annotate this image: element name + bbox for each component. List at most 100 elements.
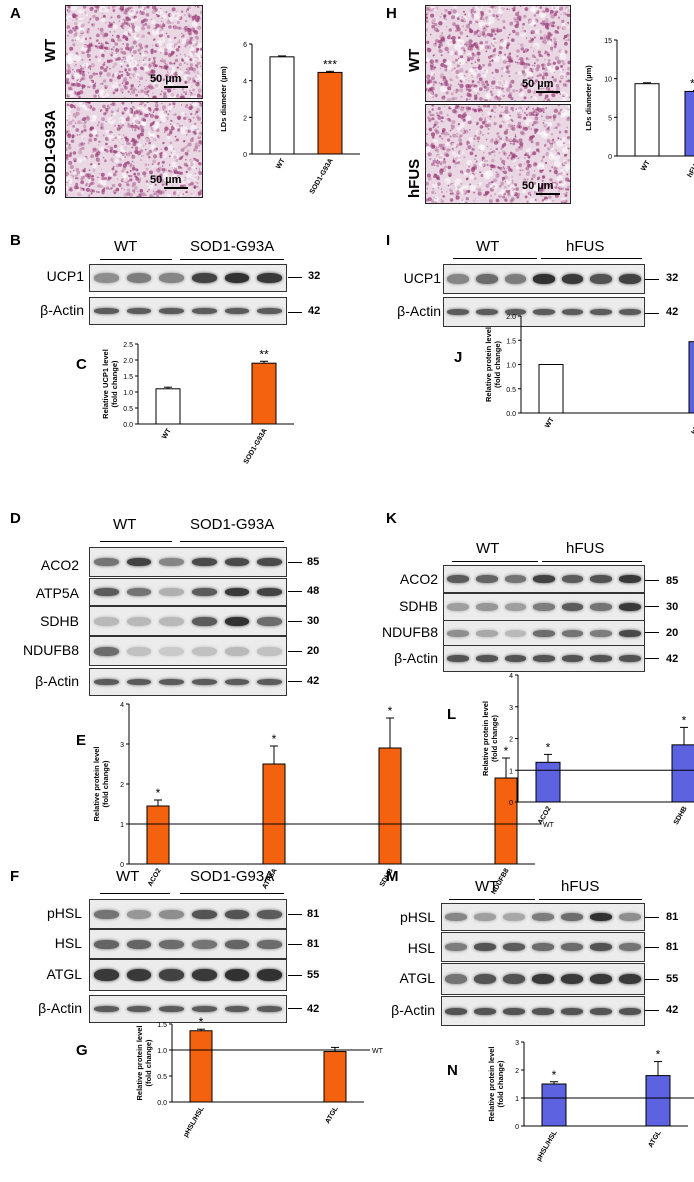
- panel-letter-m: M: [386, 868, 399, 885]
- histology-image-wt-left: 50 µm: [65, 5, 203, 99]
- y-tick-label: 1.0: [157, 1048, 167, 1055]
- y-tick-label: 15: [604, 38, 612, 45]
- kda-55: 55: [307, 969, 320, 981]
- histology-image-mut-left: 50 µm: [65, 101, 203, 198]
- category-label: pHSL/HSL: [183, 1105, 207, 1139]
- y-tick-label: 10: [604, 77, 612, 84]
- y-tick-label: 3: [515, 1040, 519, 1047]
- y-tick-label: 1.5: [506, 338, 516, 345]
- kda-48: 48: [307, 585, 320, 597]
- bar: [671, 744, 694, 803]
- kda-30: 30: [666, 601, 679, 613]
- protein-label-ndufb8: NDUFB8: [22, 642, 79, 658]
- y-tick-label: 2: [515, 1068, 519, 1075]
- bar: [269, 56, 295, 155]
- western-blot-beta-actin: [89, 995, 287, 1023]
- bar: [541, 1083, 567, 1127]
- panel-letter-n: N: [447, 1062, 458, 1079]
- group-label-wt: WT: [476, 540, 500, 557]
- protein-label-sdhb: SDHB: [40, 613, 79, 629]
- protein-label-atgl: ATGL: [399, 970, 435, 986]
- y-tick-label: 2: [243, 115, 247, 122]
- histology-image-wt-right: 50 µm: [425, 5, 571, 102]
- panel-letter-i: I: [386, 232, 391, 249]
- bar: [378, 747, 402, 865]
- kda-81: 81: [307, 908, 320, 920]
- bar: [688, 341, 694, 414]
- category-label: ACO2: [537, 805, 553, 825]
- panel-letter-a: A: [10, 5, 21, 22]
- bar: [317, 71, 343, 155]
- western-blot-hsl: [441, 932, 645, 962]
- bar: [684, 90, 694, 157]
- scale-bar: 50 µm: [522, 180, 560, 195]
- significance-marker: *: [546, 740, 551, 754]
- group-label-sod1: SOD1-G93A: [190, 516, 275, 533]
- bar: [155, 388, 181, 425]
- panel-letter-h: H: [386, 5, 397, 22]
- group-label-hfus: hFUS: [561, 878, 600, 895]
- protein-label-beta-actin: β-Actin: [391, 1002, 435, 1018]
- western-blot-beta-actin: [441, 996, 645, 1026]
- western-blot-ucp1: [443, 264, 645, 294]
- group-label-hfus: hFUS: [566, 540, 605, 557]
- bar: [323, 1051, 347, 1103]
- y-axis-label: Relative protein level(fold change): [487, 1046, 505, 1121]
- y-tick-label: 0: [509, 800, 513, 807]
- category-label: SOD1-G93A: [309, 158, 335, 196]
- bar: [494, 777, 518, 865]
- scale-bar-label: 50 µm: [150, 174, 182, 186]
- kda-42: 42: [666, 306, 679, 318]
- kda-42: 42: [307, 1003, 320, 1015]
- panel-letter-c: C: [76, 356, 87, 373]
- category-label: SOD1-G93A: [243, 428, 269, 466]
- y-axis-label: Relative protein level(fold change): [484, 327, 502, 402]
- western-blot-sdhb: [443, 593, 645, 621]
- western-blot-aco2: [89, 547, 287, 577]
- y-tick-label: 6: [243, 42, 247, 49]
- significance-marker: *: [388, 704, 393, 718]
- significance-marker: *: [504, 744, 509, 758]
- protein-label-beta-actin: β-Actin: [397, 303, 441, 319]
- western-blot-beta-actin: [443, 645, 645, 672]
- scale-bar: 50 µm: [522, 78, 560, 93]
- category-label: WT: [544, 416, 556, 430]
- y-tick-label: 0.5: [157, 1074, 167, 1081]
- y-tick-label: 2.5: [123, 342, 133, 349]
- western-blot-atp5a: [89, 578, 287, 606]
- category-label: SDHB: [673, 806, 689, 827]
- protein-label-beta-actin: β-Actin: [40, 302, 84, 318]
- group-label-wt: WT: [114, 238, 138, 255]
- panel-letter-d: D: [10, 510, 21, 527]
- category-label: ATGL: [647, 1129, 663, 1149]
- kda-20: 20: [666, 627, 679, 639]
- significance-marker: *: [156, 786, 161, 800]
- panel-letter-e: E: [76, 732, 87, 749]
- group-label-sod1: SOD1-G93A: [190, 868, 275, 885]
- kda-32: 32: [666, 272, 679, 284]
- protein-label-beta-actin: β-Actin: [394, 650, 438, 666]
- y-axis-label: Relative protein level(fold change): [481, 701, 499, 776]
- significance-marker: *: [682, 713, 687, 727]
- y-tick-label: 4: [120, 702, 124, 709]
- category-label: pHSL/HSL: [536, 1129, 560, 1163]
- western-blot-beta-actin: [89, 668, 287, 696]
- y-tick-label: 0: [243, 152, 247, 159]
- western-blot-ndufb8: [89, 636, 287, 666]
- significance-marker: ***: [690, 76, 694, 90]
- y-tick-label: 1.0: [506, 363, 516, 370]
- western-blot-ndufb8: [443, 620, 645, 646]
- western-blot-beta-actin: [443, 297, 645, 327]
- category-label: hFUS: [687, 159, 694, 179]
- panel-letter-k: K: [386, 510, 397, 527]
- reference-label: WT: [543, 822, 555, 829]
- scale-bar-label: 50 µm: [522, 78, 554, 90]
- y-tick-label: 2.0: [123, 358, 133, 365]
- kda-42: 42: [308, 305, 321, 317]
- kda-42: 42: [307, 675, 320, 687]
- y-tick-label: 4: [509, 673, 513, 680]
- y-tick-label: 3: [509, 705, 513, 712]
- protein-label-ndufb8: NDUFB8: [381, 624, 438, 640]
- significance-marker: *: [656, 1048, 661, 1062]
- western-blot-beta-actin: [89, 297, 287, 325]
